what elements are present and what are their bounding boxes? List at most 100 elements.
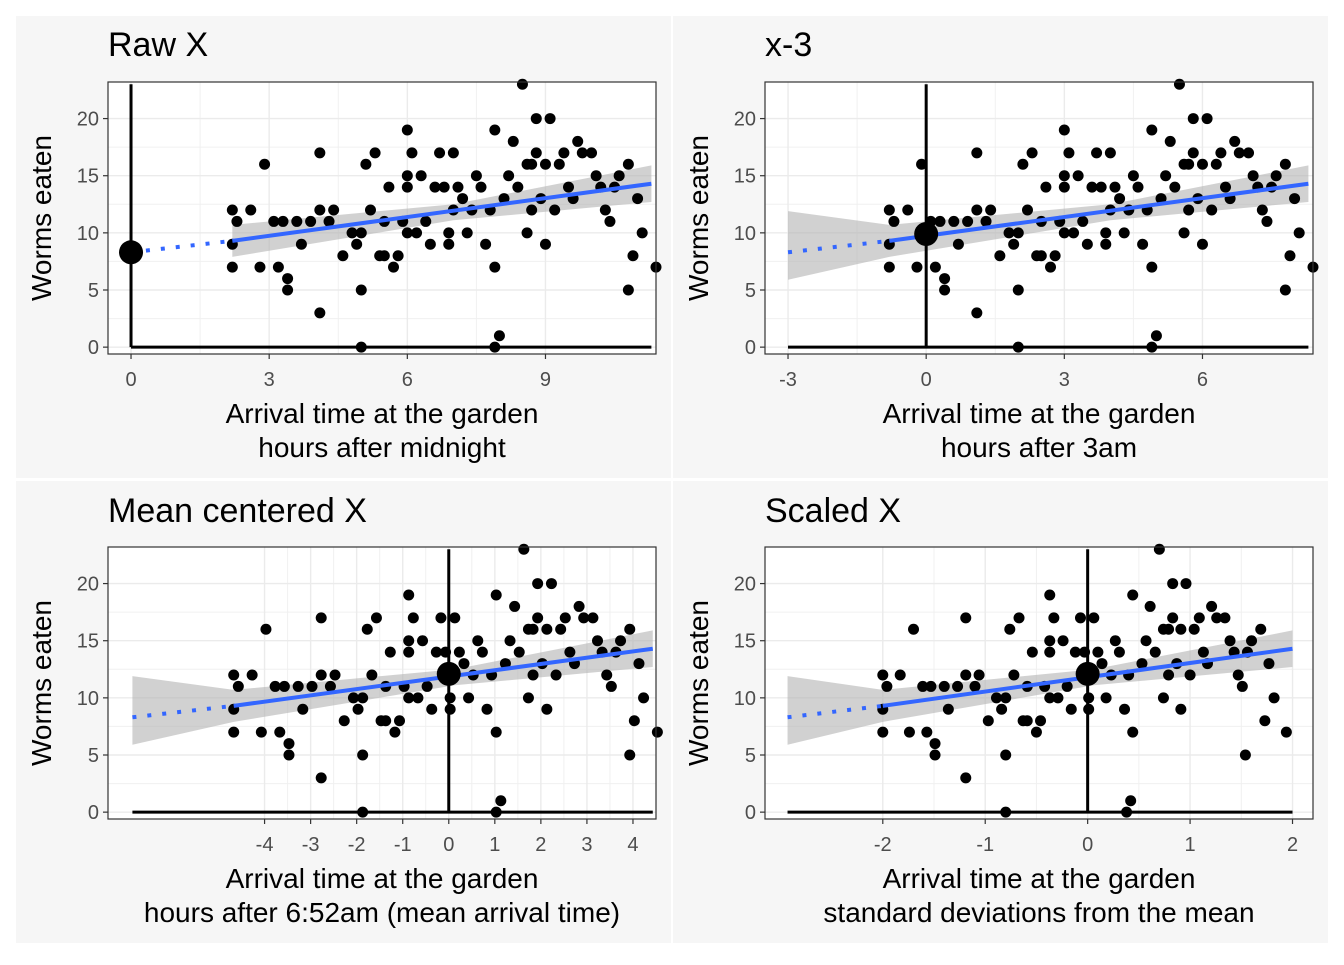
data-point: [357, 749, 369, 761]
data-point: [1279, 284, 1291, 296]
x-axis-label: Arrival time at the garden: [226, 398, 539, 429]
data-point: [541, 623, 553, 635]
x-tick-label: 0: [1082, 834, 1093, 856]
x-tick-label: 3: [581, 834, 592, 856]
y-tick-label: 5: [745, 280, 756, 302]
data-point: [1000, 749, 1012, 761]
data-point: [1003, 227, 1015, 239]
y-tick-label: 10: [734, 223, 756, 245]
data-point: [329, 669, 341, 681]
data-point: [522, 692, 534, 704]
data-point: [364, 204, 376, 216]
data-point: [429, 181, 441, 193]
data-point: [576, 147, 588, 159]
data-point: [952, 680, 964, 692]
data-point: [507, 135, 519, 147]
data-point: [1086, 181, 1098, 193]
data-point: [939, 284, 951, 296]
data-point: [407, 612, 419, 624]
data-point: [1008, 669, 1020, 681]
data-point: [1125, 795, 1137, 807]
data-point: [1030, 726, 1042, 738]
data-point: [530, 147, 542, 159]
data-point: [960, 612, 972, 624]
data-point: [549, 204, 561, 216]
x-tick-label: 0: [125, 369, 136, 391]
data-point: [527, 623, 539, 635]
y-tick-label: 15: [77, 166, 99, 188]
data-point: [403, 589, 415, 601]
data-point: [1119, 703, 1131, 715]
data-point: [969, 680, 981, 692]
data-point: [415, 170, 427, 182]
data-point: [627, 250, 639, 262]
data-point: [1210, 158, 1222, 170]
data-point: [903, 726, 915, 738]
data-point: [1065, 703, 1077, 715]
data-point: [615, 635, 627, 647]
data-point: [1280, 726, 1292, 738]
data-point: [1079, 646, 1091, 658]
data-point: [274, 726, 286, 738]
data-point: [1232, 669, 1244, 681]
x-tick-label: 1: [1185, 834, 1196, 856]
y-tick-label: 20: [77, 574, 99, 596]
data-point: [388, 261, 400, 273]
data-point: [1140, 635, 1152, 647]
data-point: [314, 204, 326, 216]
data-point: [453, 646, 465, 658]
data-point: [1000, 806, 1012, 818]
data-point: [1035, 715, 1047, 727]
data-point: [638, 692, 650, 704]
data-point: [613, 170, 625, 182]
data-point: [559, 612, 571, 624]
data-point: [1026, 147, 1038, 159]
y-tick-label: 20: [734, 109, 756, 131]
data-point: [1146, 341, 1158, 353]
y-tick-label: 20: [734, 574, 756, 596]
data-point: [245, 204, 257, 216]
data-point: [1100, 238, 1112, 250]
data-point: [1289, 193, 1301, 205]
data-point: [1118, 227, 1130, 239]
y-tick-label: 0: [88, 337, 99, 359]
data-point: [1150, 330, 1162, 342]
data-point: [328, 204, 340, 216]
panel-title: Raw X: [108, 26, 208, 64]
data-point: [1058, 170, 1070, 182]
data-point: [1096, 658, 1108, 670]
data-point: [337, 250, 349, 262]
data-point: [527, 669, 539, 681]
x-tick-label: 2: [535, 834, 546, 856]
data-point: [338, 715, 350, 727]
data-point: [942, 703, 954, 715]
y-tick-label: 0: [88, 802, 99, 824]
data-point: [586, 147, 598, 159]
data-point: [1058, 181, 1070, 193]
data-point: [558, 147, 570, 159]
data-point: [1206, 600, 1218, 612]
y-tick-label: 10: [77, 223, 99, 245]
data-point: [295, 238, 307, 250]
data-point: [1206, 204, 1218, 216]
data-point: [985, 204, 997, 216]
data-point: [1109, 635, 1121, 647]
data-point: [1127, 170, 1139, 182]
data-point: [1072, 170, 1084, 182]
data-point: [1229, 135, 1241, 147]
plot-border: [764, 546, 1314, 820]
data-point: [443, 238, 455, 250]
x-axis-sublabel: standard deviations from the mean: [823, 897, 1254, 928]
data-point: [401, 227, 413, 239]
y-tick-label: 10: [77, 688, 99, 710]
data-point: [430, 646, 442, 658]
data-point: [231, 215, 243, 227]
data-point: [315, 772, 327, 784]
data-point: [1044, 589, 1056, 601]
data-point: [555, 623, 567, 635]
data-point: [518, 543, 530, 555]
data-point: [401, 181, 413, 193]
